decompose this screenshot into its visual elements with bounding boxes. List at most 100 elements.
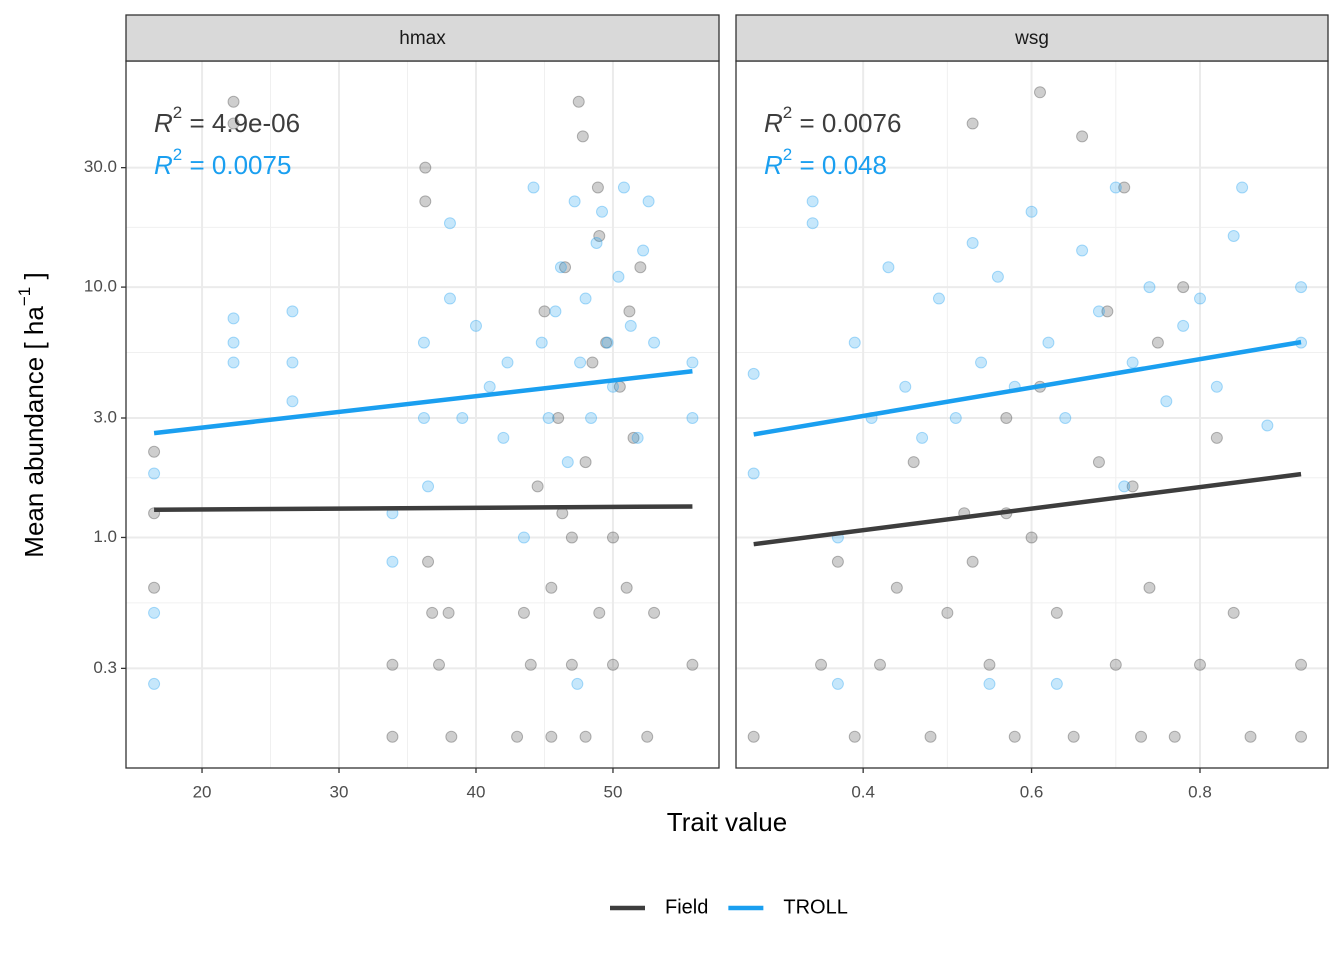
- point: [907, 456, 920, 469]
- point: [1008, 730, 1021, 743]
- point: [554, 261, 567, 274]
- r2-annotation: R2 = 0.0076: [764, 103, 901, 137]
- point: [975, 356, 988, 369]
- point: [511, 730, 524, 743]
- point: [932, 292, 945, 305]
- point: [606, 531, 619, 544]
- point: [483, 380, 496, 393]
- point: [1092, 456, 1105, 469]
- r2-text: = 0.0076: [792, 108, 901, 138]
- point: [148, 677, 161, 690]
- r2-label: R: [764, 108, 783, 138]
- point: [1143, 581, 1156, 594]
- point: [882, 261, 895, 274]
- point: [386, 658, 399, 671]
- point: [1295, 658, 1308, 671]
- fit-line: [154, 504, 693, 513]
- point: [806, 195, 819, 208]
- point: [517, 531, 530, 544]
- point: [831, 555, 844, 568]
- point: [565, 658, 578, 671]
- point: [1050, 606, 1063, 619]
- point: [443, 217, 456, 230]
- point: [227, 117, 240, 130]
- point: [585, 412, 598, 425]
- point: [686, 412, 699, 425]
- r2-text: = 0.048: [792, 150, 887, 180]
- y-tick-label: 1.0: [93, 527, 117, 546]
- point: [1227, 229, 1240, 242]
- y-tick-label: 0.3: [93, 658, 117, 677]
- point: [596, 205, 609, 218]
- point: [417, 412, 430, 425]
- point: [590, 237, 603, 250]
- y-axis-title-text: Mean abundance [ ha: [19, 306, 49, 558]
- point: [524, 658, 537, 671]
- point: [1126, 356, 1139, 369]
- r2-sup: 2: [783, 145, 792, 164]
- point: [148, 445, 161, 458]
- point: [1227, 606, 1240, 619]
- point: [148, 467, 161, 480]
- point: [890, 581, 903, 594]
- point: [579, 730, 592, 743]
- strip-label: wsg: [1014, 28, 1049, 49]
- legend-label: TROLL: [783, 896, 847, 918]
- r2-text: = 0.0075: [182, 150, 291, 180]
- point: [686, 356, 699, 369]
- point: [549, 305, 562, 318]
- point: [648, 606, 661, 619]
- point: [1067, 730, 1080, 743]
- point: [983, 677, 996, 690]
- point: [527, 181, 540, 194]
- point: [1076, 130, 1089, 143]
- point: [1261, 419, 1274, 432]
- point: [642, 195, 655, 208]
- point: [286, 305, 299, 318]
- point: [601, 336, 614, 349]
- point: [591, 181, 604, 194]
- point: [422, 555, 435, 568]
- strip: [735, 14, 1329, 62]
- point: [469, 319, 482, 332]
- point: [874, 658, 886, 671]
- x-tick-label: 0.4: [851, 782, 875, 801]
- point: [1177, 281, 1190, 294]
- point: [545, 581, 558, 594]
- point: [1143, 281, 1156, 294]
- strip-label: hmax: [399, 28, 446, 49]
- point: [497, 431, 510, 444]
- r2-sup: 2: [173, 103, 182, 122]
- point: [1151, 336, 1164, 349]
- fit-line: [753, 471, 1302, 547]
- x-axis-title: Trait value: [667, 807, 787, 837]
- point: [1042, 336, 1055, 349]
- r2-sup: 2: [173, 145, 182, 164]
- point: [1092, 305, 1105, 318]
- point: [1160, 395, 1173, 408]
- point: [542, 412, 555, 425]
- point: [568, 195, 581, 208]
- point: [747, 730, 760, 743]
- point: [571, 677, 584, 690]
- x-tick-label: 30: [330, 782, 349, 801]
- point: [593, 229, 606, 242]
- r2-text: = 4.9e-06: [182, 108, 300, 138]
- point: [1194, 292, 1206, 305]
- y-tick-label: 30.0: [84, 157, 117, 176]
- point: [606, 658, 619, 671]
- point: [983, 658, 996, 671]
- point: [941, 606, 954, 619]
- point: [593, 606, 606, 619]
- point: [1076, 244, 1089, 257]
- y-tick-label: 3.0: [93, 407, 117, 426]
- point: [966, 237, 979, 250]
- point: [561, 456, 574, 469]
- x-tick-label: 50: [604, 782, 623, 801]
- point: [848, 730, 861, 743]
- point: [1295, 730, 1308, 743]
- point: [433, 658, 446, 671]
- x-tick-label: 20: [193, 782, 212, 801]
- point: [637, 244, 650, 257]
- point: [899, 380, 912, 393]
